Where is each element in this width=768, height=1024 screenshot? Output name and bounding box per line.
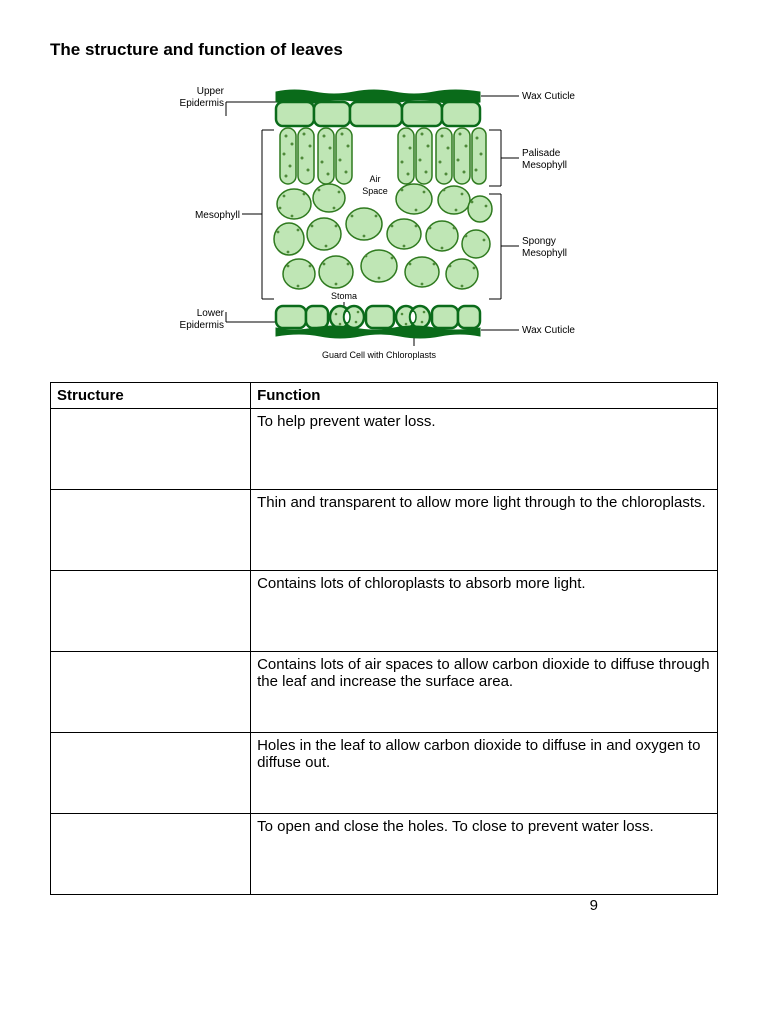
label-upper-epidermis-l1: Upper: [197, 86, 225, 97]
cell-structure: [51, 652, 251, 733]
label-wax-cuticle-top: Wax Cuticle: [522, 91, 575, 102]
table-row: Contains lots of chloroplasts to absorb …: [51, 571, 718, 652]
page-number: 9: [50, 897, 718, 914]
worksheet-table: Structure Function To help prevent water…: [50, 382, 718, 895]
cell-function: Contains lots of chloroplasts to absorb …: [251, 571, 718, 652]
lower-epidermis-cells: [276, 306, 480, 328]
cell-structure: [51, 490, 251, 571]
label-lower-epidermis-l2: Epidermis: [180, 320, 224, 331]
label-palisade-l1: Palisade: [522, 148, 561, 159]
upper-epidermis-cells: [276, 102, 480, 126]
cell-structure: [51, 571, 251, 652]
label-upper-epidermis-l2: Epidermis: [180, 98, 224, 109]
palisade-cells: [280, 128, 486, 184]
label-spongy-l1: Spongy: [522, 236, 556, 247]
cell-structure: [51, 814, 251, 895]
cell-function: Contains lots of air spaces to allow car…: [251, 652, 718, 733]
table-row: Thin and transparent to allow more light…: [51, 490, 718, 571]
label-air-space-l1: Air: [370, 174, 381, 184]
header-structure: Structure: [51, 383, 251, 409]
spongy-cells: [274, 184, 492, 289]
page-title: The structure and function of leaves: [50, 40, 718, 60]
label-spongy-l2: Mesophyll: [522, 248, 567, 259]
label-wax-cuticle-bottom: Wax Cuticle: [522, 325, 575, 336]
cell-function: Holes in the leaf to allow carbon dioxid…: [251, 733, 718, 814]
cell-structure: [51, 733, 251, 814]
header-function: Function: [251, 383, 718, 409]
label-palisade-l2: Mesophyll: [522, 160, 567, 171]
table-row: To open and close the holes. To close to…: [51, 814, 718, 895]
cell-structure: [51, 409, 251, 490]
cell-function: To open and close the holes. To close to…: [251, 814, 718, 895]
cell-function: To help prevent water loss.: [251, 409, 718, 490]
label-mesophyll: Mesophyll: [195, 210, 240, 221]
leaf-diagram: Upper Epidermis Mesophyll Lower Epidermi…: [164, 74, 604, 364]
label-lower-epidermis-l1: Lower: [197, 308, 225, 319]
label-guard-cell: Guard Cell with Chloroplasts: [322, 350, 437, 360]
label-air-space-l2: Space: [362, 186, 388, 196]
cell-function: Thin and transparent to allow more light…: [251, 490, 718, 571]
label-stoma: Stoma: [331, 291, 357, 301]
table-row: To help prevent water loss.: [51, 409, 718, 490]
table-row: Holes in the leaf to allow carbon dioxid…: [51, 733, 718, 814]
table-row: Contains lots of air spaces to allow car…: [51, 652, 718, 733]
